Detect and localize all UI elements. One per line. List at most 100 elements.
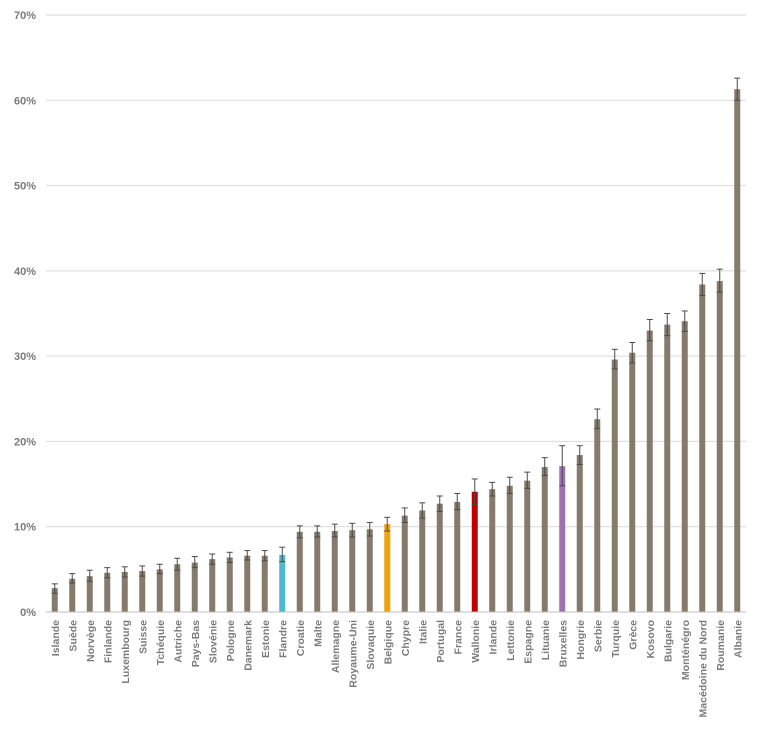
x-tick-label: Serbie [592,620,604,652]
error-bar [349,522,356,538]
x-tick-label: Macédoine du Nord [697,620,709,717]
bar-malte [314,531,321,612]
error-bar [681,310,688,332]
bar-danemark [244,555,251,612]
bar-macédoine-du-nord [699,284,706,612]
x-tick-label: Chypre [400,620,412,656]
error-bar [541,457,548,477]
x-tick-label: Danemark [242,620,254,671]
error-bar [121,566,128,578]
error-bar [139,565,146,577]
bar-croatie [296,531,303,612]
error-bar [471,478,478,506]
bar-irlande [489,489,496,612]
error-bar [611,348,618,370]
x-tick-label: Bulgarie [662,620,674,662]
bar-portugal [436,503,443,612]
x-tick-label: Suède [67,620,79,652]
x-tick-label: Luxembourg [120,620,132,684]
x-tick-label: Norvège [85,620,97,662]
error-bar [436,495,443,512]
bar-royaume-uni [349,530,356,612]
bar-lettonie [506,485,513,612]
y-tick-label: 50% [14,181,36,193]
bar-luxembourg [121,571,128,612]
x-tick-label: Autriche [172,620,184,663]
bar-monténégro [681,321,688,612]
error-bar [156,563,163,575]
bar-lituanie [541,467,548,612]
error-bar [664,313,671,337]
x-tick-label: Allemagne [330,620,342,673]
x-tick-label: Suisse [137,620,149,654]
x-tick-label: Bruxelles [557,620,569,667]
x-tick-label: Pologne [225,620,237,662]
bar-grèce [629,352,636,612]
y-tick-label: 30% [14,351,36,363]
bar-slovaquie [366,529,373,612]
bars [51,89,741,613]
bar-slovénie [209,559,216,612]
x-tick-label: Tchéquie [155,620,167,665]
bar-bulgarie [664,324,671,612]
x-tick-label: France [452,620,464,655]
x-tick-label: Lituanie [540,620,552,660]
error-bar [51,583,58,594]
y-tick-label: 70% [14,10,36,22]
x-tick-label: Grèce [627,620,639,650]
gridlines [46,14,746,528]
x-tick-label: Turquie [610,620,622,658]
error-bar [734,77,741,101]
x-tick-label: Portugal [435,620,447,663]
error-bar [296,525,303,539]
bar-islande [51,588,58,612]
x-tick-label: Italie [417,620,429,644]
bar-flandre [279,554,286,612]
bar-wallonie [471,491,478,612]
error-bar [314,525,321,538]
x-tick-label: Malte [312,620,324,647]
x-tick-label: Irlande [487,620,499,655]
x-tick-label: Islande [50,620,62,656]
x-tick-label: Pays-Bas [190,620,202,667]
error-bar [699,272,706,297]
error-bar [261,550,268,562]
error-bar [191,556,198,569]
bar-suisse [139,571,146,612]
bar-bruxelles [559,466,566,612]
error-bar [331,523,338,538]
y-tick-label: 10% [14,522,36,534]
bar-albanie [734,89,741,613]
error-bars [51,77,741,594]
error-bar [244,550,251,561]
error-bar [646,318,653,342]
x-tick-label: Hongrie [575,620,587,660]
x-tick-label: Slovénie [207,620,219,663]
bar-pays-bas [191,562,198,612]
x-tick-label: Slovaquie [365,620,377,670]
error-bar [559,445,566,487]
error-bar [366,521,373,537]
bar-roumanie [716,281,723,612]
y-tick-label: 0% [20,607,36,619]
error-bar [226,551,233,564]
error-bar [104,567,111,579]
y-tick-label: 40% [14,266,36,278]
error-bar [576,445,583,465]
error-bar [419,502,426,519]
x-axis-category-labels: Islande Suède Norvège Finlande Luxembourg Sui… [50,620,745,718]
y-tick-label: 20% [14,436,36,448]
x-tick-label: Monténégro [680,620,692,680]
bar-norvège [86,576,93,612]
x-tick-label: Estonie [260,620,272,658]
x-tick-label: Croatie [295,620,307,656]
error-bar [594,408,601,430]
bar-suède [69,578,76,612]
bar-hongrie [576,455,583,612]
error-bar [524,471,531,489]
error-bar [489,481,496,497]
bar-autriche [174,564,181,612]
error-bar [279,546,286,563]
x-tick-label: Wallonie [470,620,482,663]
x-tick-label: Belgique [382,620,394,664]
